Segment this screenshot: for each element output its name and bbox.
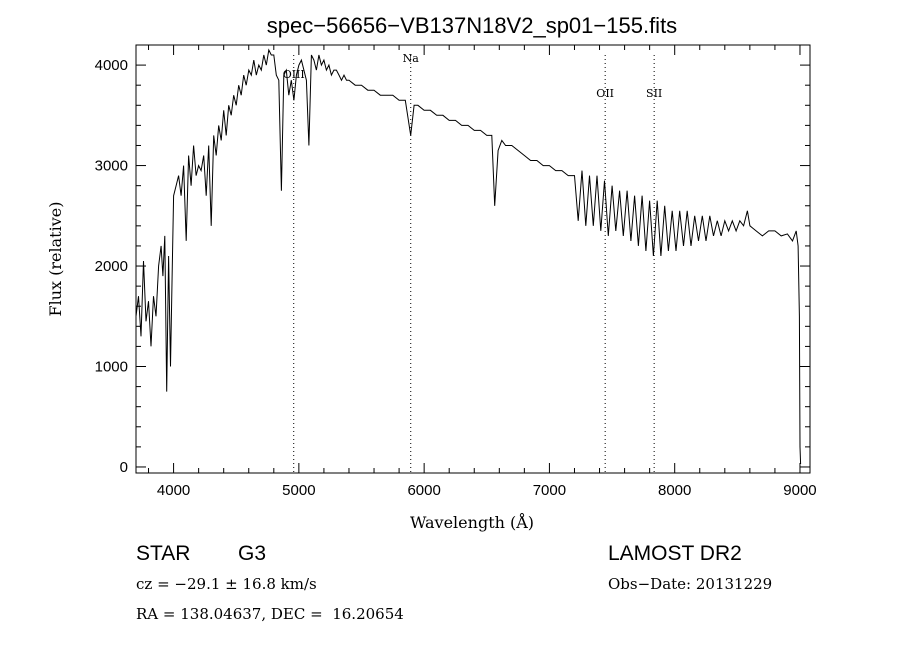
line-markers: OIII Na OII SII xyxy=(283,52,662,473)
spectral-subclass: G3 xyxy=(238,542,267,565)
redshift-velocity: cz = −29.1 ± 16.8 km/s xyxy=(136,575,317,593)
marker-label-oii: OII xyxy=(596,87,614,100)
object-type: STAR xyxy=(136,542,191,565)
x-tick-label: 4000 xyxy=(157,482,190,499)
coordinates: RA = 138.04637, DEC = 16.20654 xyxy=(136,605,404,623)
x-tick-label: 5000 xyxy=(282,482,315,499)
marker-label-oiii: OIII xyxy=(283,68,305,81)
observation-date: Obs−Date: 20131229 xyxy=(608,575,773,593)
x-tick-label: 9000 xyxy=(783,482,816,499)
y-tick-label: 2000 xyxy=(95,258,128,275)
marker-label-sii: SII xyxy=(646,87,662,100)
x-tick-label: 6000 xyxy=(407,482,440,499)
axis-ticks: 4000 5000 6000 7000 8000 9000 0 1000 2000 3000 400… xyxy=(95,44,817,499)
x-tick-label: 8000 xyxy=(658,482,691,499)
y-tick-label: 1000 xyxy=(95,359,128,376)
survey-name: LAMOST DR2 xyxy=(608,542,742,565)
y-tick-label: 4000 xyxy=(95,57,128,74)
x-tick-label: 7000 xyxy=(533,482,566,499)
y-axis-label: Flux (relative) xyxy=(46,202,65,317)
spectrum-line xyxy=(135,48,802,465)
plot-frame xyxy=(135,44,811,474)
y-tick-label: 3000 xyxy=(95,158,128,175)
marker-label-na: Na xyxy=(403,52,420,65)
x-axis-label: Wavelength (Å) xyxy=(410,512,534,532)
y-tick-label: 0 xyxy=(120,459,128,476)
chart-title: spec−56656−VB137N18V2_sp01−155.fits xyxy=(267,13,677,38)
